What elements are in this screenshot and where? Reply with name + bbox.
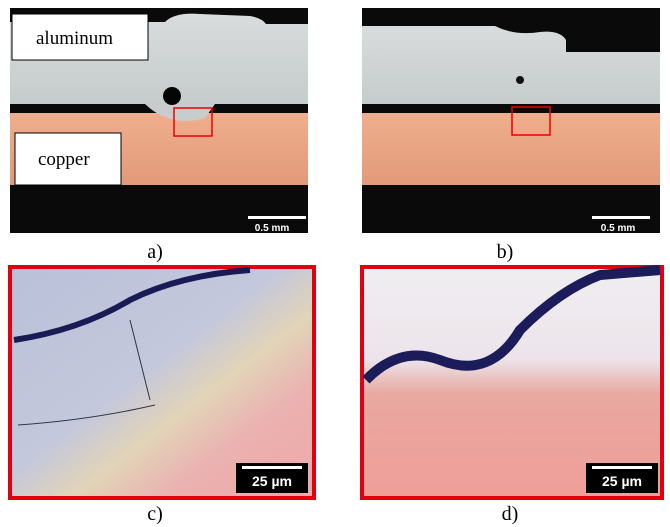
caption: c) xyxy=(147,503,163,525)
scale-bar xyxy=(248,216,306,219)
panel-b: 0.5 mm xyxy=(362,8,660,234)
caption: d) xyxy=(502,503,519,525)
pore xyxy=(163,87,181,105)
scale-label: 0.5 mm xyxy=(601,223,636,234)
copper-layer xyxy=(362,113,660,185)
scale-bar xyxy=(242,466,302,469)
label: aluminum xyxy=(36,28,113,49)
figure: aluminum copper 0.5 mm a) 0.5 mm b) 25 µ… xyxy=(0,0,670,527)
caption: b) xyxy=(497,241,514,263)
scale-label: 25 µm xyxy=(602,473,642,489)
scale-label: 0.5 mm xyxy=(255,223,290,234)
caption: a) xyxy=(147,241,163,263)
panel-d: 25 µm xyxy=(362,267,662,498)
panel-a: aluminum copper 0.5 mm xyxy=(10,8,308,234)
scale-bar xyxy=(592,216,650,219)
panel-c: 25 µm xyxy=(10,267,314,498)
scale-label: 25 µm xyxy=(252,473,292,489)
scale-bar xyxy=(592,466,652,469)
pore xyxy=(516,76,524,84)
label: copper xyxy=(38,149,90,170)
